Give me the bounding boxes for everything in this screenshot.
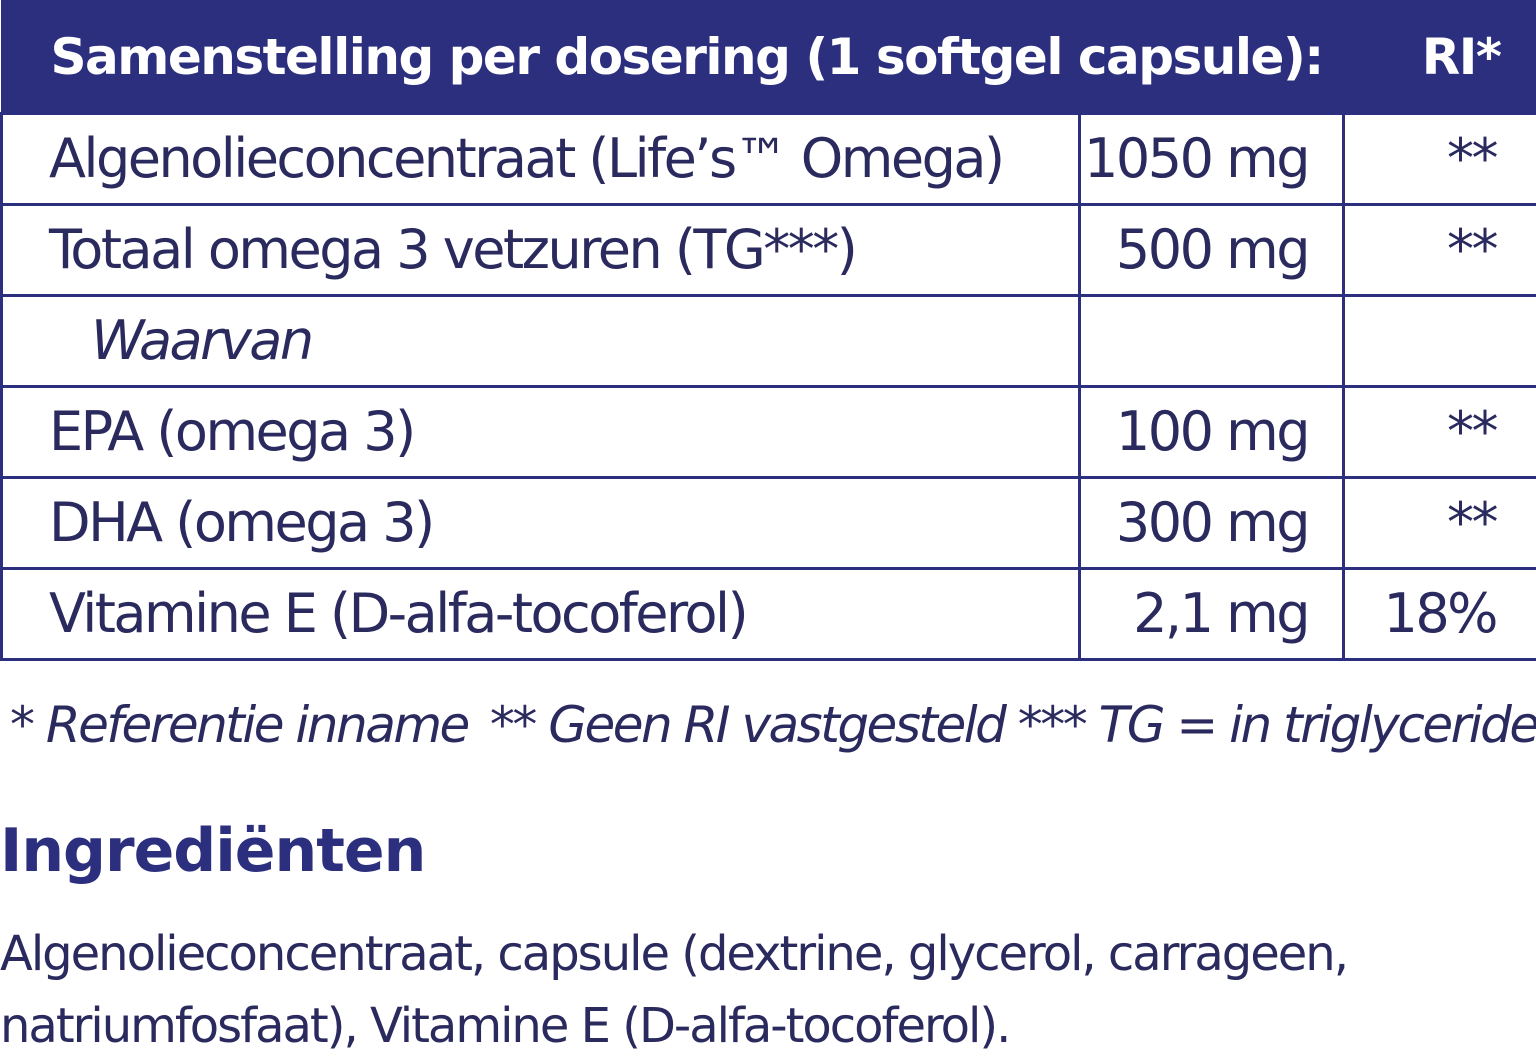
row-ri: ** bbox=[1344, 113, 1536, 204]
row-name: Vitamine E (D-alfa-tocoferol) bbox=[2, 568, 1080, 659]
composition-table: Samenstelling per dosering (1 softgel ca… bbox=[0, 0, 1536, 661]
table-row: Totaal omega 3 vetzuren (TG***) 500 mg *… bbox=[2, 204, 1536, 295]
row-amount: 100 mg bbox=[1080, 386, 1344, 477]
table-row: EPA (omega 3) 100 mg ** bbox=[2, 386, 1536, 477]
header-ri-label: RI* bbox=[1344, 1, 1536, 113]
header-composition-label: Samenstelling per dosering (1 softgel ca… bbox=[2, 1, 1344, 113]
table-row: Algenolieconcentraat (Life’s™ Omega) 105… bbox=[2, 113, 1536, 204]
row-amount: 500 mg bbox=[1080, 204, 1344, 295]
row-ri: 18% bbox=[1344, 568, 1536, 659]
footnotes: * Referentie inname ** Geen RI vastgestel… bbox=[10, 696, 1536, 754]
table-row: Vitamine E (D-alfa-tocoferol) 2,1 mg 18% bbox=[2, 568, 1536, 659]
row-name: Totaal omega 3 vetzuren (TG***) bbox=[2, 204, 1080, 295]
row-amount: 1050 mg bbox=[1080, 113, 1344, 204]
table-row: DHA (omega 3) 300 mg ** bbox=[2, 477, 1536, 568]
row-ri bbox=[1344, 295, 1536, 386]
row-amount: 2,1 mg bbox=[1080, 568, 1344, 659]
row-name: DHA (omega 3) bbox=[2, 477, 1080, 568]
row-amount bbox=[1080, 295, 1344, 386]
row-name: Algenolieconcentraat (Life’s™ Omega) bbox=[2, 113, 1080, 204]
footnote-no-ri: ** Geen RI vastgesteld bbox=[490, 696, 1005, 754]
footnote-tg: *** TG = in triglyceridenvorm bbox=[1018, 696, 1536, 754]
row-ri: ** bbox=[1344, 477, 1536, 568]
row-amount: 300 mg bbox=[1080, 477, 1344, 568]
table-header: Samenstelling per dosering (1 softgel ca… bbox=[2, 1, 1536, 113]
ingredients-title: Ingrediënten bbox=[0, 816, 425, 886]
footnote-reference-intake: * Referentie inname bbox=[10, 696, 468, 754]
row-name-subheading: Waarvan bbox=[2, 295, 1080, 386]
row-ri: ** bbox=[1344, 386, 1536, 477]
ingredients-text: Algenolieconcentraat, capsule (dextrine,… bbox=[0, 918, 1520, 1062]
table-row: Waarvan bbox=[2, 295, 1536, 386]
row-name: EPA (omega 3) bbox=[2, 386, 1080, 477]
row-ri: ** bbox=[1344, 204, 1536, 295]
